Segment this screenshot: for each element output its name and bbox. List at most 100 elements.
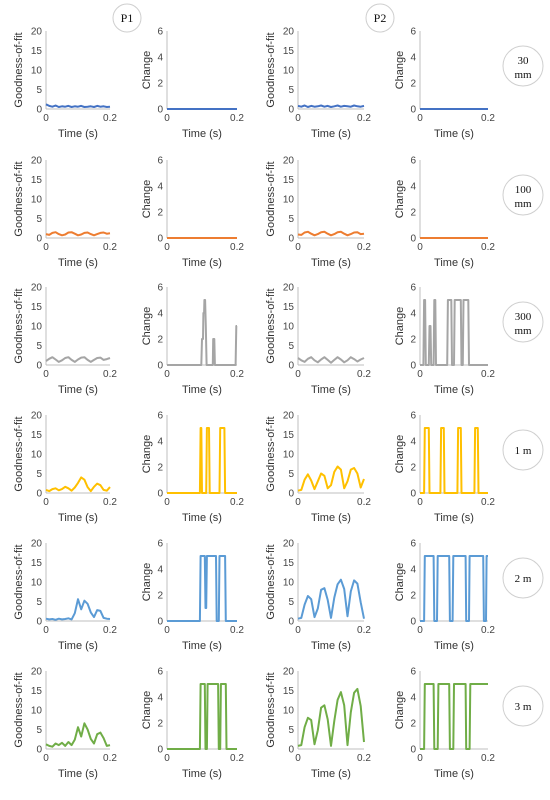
- row-label: 1 m: [502, 429, 544, 471]
- y-tick-label: 4: [157, 437, 163, 448]
- x-axis-label: Time (s): [311, 640, 351, 652]
- y-tick-label: 20: [31, 27, 43, 38]
- y-tick-label: 4: [157, 53, 163, 64]
- y-tick-label: 0: [36, 361, 42, 372]
- y-axis-label: Goodness-of-fit: [13, 416, 25, 491]
- y-tick-label: 2: [157, 79, 163, 90]
- chart-p2-change-row2: 0 2 4 6 0 0.2 Time (s) Change: [394, 156, 495, 270]
- y-tick-label: 2: [410, 463, 416, 474]
- x-tick-label: 0: [295, 497, 301, 508]
- y-tick-label: 0: [410, 745, 416, 756]
- y-tick-label: 2: [410, 208, 416, 219]
- y-tick-label: 10: [283, 322, 295, 333]
- chart-p1-change-row4: 0 2 4 6 0 0.2 Time (s) Change: [141, 411, 244, 525]
- x-axis-label: Time (s): [58, 640, 98, 652]
- chart-p1-gof-row6: 0 5 10 15 20 0 0.2 Time (s) Goodness-of-fit: [13, 667, 117, 781]
- x-tick-label: 0: [164, 753, 170, 764]
- row-label-line2: mm: [514, 198, 532, 210]
- y-tick-label: 15: [31, 686, 43, 697]
- x-tick-label: 0.2: [481, 753, 495, 764]
- y-axis-label: Change: [394, 435, 406, 474]
- y-tick-label: 0: [288, 234, 294, 245]
- y-tick-label: 20: [31, 667, 43, 678]
- row-label-circle: [502, 174, 544, 216]
- series-line: [45, 598, 111, 621]
- y-tick-label: 2: [410, 79, 416, 90]
- chart-p1-gof-row5: 0 5 10 15 20 0 0.2 Time (s) Goodness-of-fit: [13, 539, 117, 653]
- panel-label-text: P2: [374, 11, 387, 25]
- y-tick-label: 10: [283, 578, 295, 589]
- y-tick-label: 0: [157, 234, 163, 245]
- x-tick-label: 0.2: [481, 625, 495, 636]
- chart-p2-change-row6: 0 2 4 6 0 0.2 Time (s) Change: [394, 667, 495, 781]
- x-tick-label: 0: [417, 113, 423, 124]
- y-axis-label: Change: [394, 51, 406, 90]
- series-line: [297, 356, 365, 364]
- y-tick-label: 20: [283, 667, 295, 678]
- chart-p2-gof-row2: 0 5 10 15 20 0 0.2 Time (s) Goodness-of-fit: [265, 156, 371, 270]
- y-tick-label: 4: [410, 693, 416, 704]
- chart-p1-gof-row1: 0 5 10 15 20 0 0.2 Time (s) Goodness-of-fit: [13, 27, 117, 141]
- y-tick-label: 6: [157, 283, 163, 294]
- x-axis-label: Time (s): [311, 512, 351, 524]
- y-tick-label: 4: [410, 182, 416, 193]
- series-line: [420, 299, 488, 366]
- y-axis-label: Goodness-of-fit: [265, 288, 277, 363]
- x-axis-label: Time (s): [58, 512, 98, 524]
- x-axis-label: Time (s): [434, 257, 474, 269]
- y-tick-label: 5: [288, 597, 294, 608]
- y-tick-label: 5: [288, 725, 294, 736]
- y-tick-label: 6: [410, 667, 416, 678]
- x-axis-label: Time (s): [434, 768, 474, 780]
- x-tick-label: 0: [43, 625, 49, 636]
- row-label-line1: 3 m: [515, 701, 532, 713]
- row-label-line2: mm: [514, 325, 532, 337]
- x-tick-label: 0: [164, 369, 170, 380]
- y-tick-label: 10: [31, 450, 43, 461]
- y-tick-label: 0: [410, 489, 416, 500]
- y-axis-label: Change: [141, 180, 153, 219]
- y-axis-label: Change: [394, 563, 406, 602]
- chart-p1-gof-row2: 0 5 10 15 20 0 0.2 Time (s) Goodness-of-fit: [13, 156, 117, 270]
- y-tick-label: 2: [157, 208, 163, 219]
- y-tick-label: 4: [157, 182, 163, 193]
- row-label-line1: 100: [515, 184, 532, 196]
- y-tick-label: 6: [157, 667, 163, 678]
- y-tick-label: 6: [410, 411, 416, 422]
- y-tick-label: 4: [157, 565, 163, 576]
- y-tick-label: 6: [157, 27, 163, 38]
- y-tick-label: 2: [157, 463, 163, 474]
- x-tick-label: 0: [417, 625, 423, 636]
- y-axis-label: Goodness-of-fit: [265, 672, 277, 747]
- x-axis-label: Time (s): [434, 512, 474, 524]
- x-tick-label: 0.2: [103, 497, 117, 508]
- series-line: [45, 231, 111, 237]
- row-label: 3 m: [502, 685, 544, 727]
- y-tick-label: 10: [283, 450, 295, 461]
- y-tick-label: 0: [410, 234, 416, 245]
- chart-p2-gof-row5: 0 5 10 15 20 0 0.2 Time (s) Goodness-of-fit: [265, 539, 371, 653]
- y-tick-label: 0: [36, 105, 42, 116]
- panel-label-circle: [365, 3, 395, 33]
- series-line: [420, 683, 488, 750]
- y-axis-label: Change: [141, 435, 153, 474]
- y-tick-label: 15: [31, 430, 43, 441]
- series-line: [297, 687, 365, 747]
- y-tick-label: 2: [157, 335, 163, 346]
- y-tick-label: 6: [157, 539, 163, 550]
- y-tick-label: 4: [410, 437, 416, 448]
- x-tick-label: 0.2: [357, 369, 371, 380]
- y-tick-label: 20: [31, 411, 43, 422]
- panel-label-p2: P2: [365, 3, 395, 33]
- series-line: [297, 230, 365, 237]
- series-line: [167, 299, 238, 366]
- y-axis-label: Goodness-of-fit: [265, 32, 277, 107]
- x-axis-label: Time (s): [58, 384, 98, 396]
- series-line: [167, 683, 237, 750]
- y-axis-label: Goodness-of-fit: [13, 288, 25, 363]
- x-tick-label: 0.2: [103, 242, 117, 253]
- x-axis-label: Time (s): [434, 128, 474, 140]
- x-tick-label: 0.2: [357, 625, 371, 636]
- y-tick-label: 0: [36, 489, 42, 500]
- x-axis-label: Time (s): [182, 512, 222, 524]
